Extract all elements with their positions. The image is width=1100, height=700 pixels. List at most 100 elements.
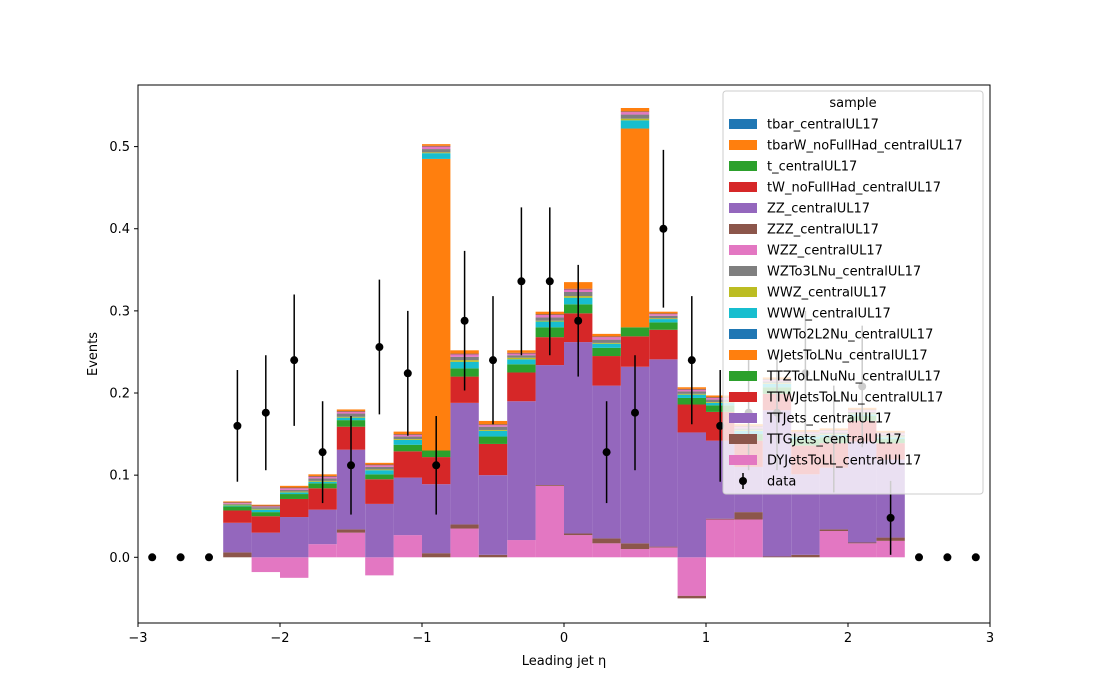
legend-box — [722, 90, 984, 495]
bar-segment — [649, 314, 678, 316]
bar-segment — [677, 595, 706, 599]
bar-segment — [393, 477, 422, 536]
data-point — [545, 277, 554, 286]
bar-segment — [819, 531, 848, 558]
bar-segment — [649, 547, 678, 558]
bar-segment — [507, 355, 536, 358]
bar-segment — [393, 439, 422, 445]
bar-segment — [592, 339, 621, 343]
bar-segment — [535, 365, 564, 486]
bar-segment — [280, 491, 309, 493]
bar-segment — [336, 411, 366, 412]
legend-swatch — [729, 287, 757, 297]
bar-segment — [365, 464, 394, 466]
bar-segment — [478, 425, 508, 427]
y-axis-label: Events — [86, 332, 101, 376]
x-tick-label: 0 — [560, 631, 568, 646]
bar-segment — [592, 343, 621, 348]
legend-swatch — [729, 140, 757, 150]
bar-segment — [223, 552, 252, 558]
y-tick-label: 0.5 — [109, 140, 130, 155]
data-point — [631, 408, 639, 417]
bar-segment — [478, 424, 508, 426]
y-tick-label: 0.2 — [109, 387, 130, 402]
legend-entry: WWW_centralUL17 — [767, 307, 891, 322]
data-point — [347, 461, 355, 470]
legend-entry: WJetsToLNu_centralUL17 — [767, 349, 928, 364]
bar-segment — [620, 114, 650, 119]
bar-segment — [308, 509, 337, 545]
bar-segment — [592, 333, 621, 337]
x-axis-ticks: −3 −2 −1 0 1 2 3 — [128, 623, 994, 646]
bar-segment — [251, 504, 280, 506]
bar-segment — [649, 329, 678, 360]
legend-swatch — [729, 350, 757, 360]
legend-entry: WWTo2L2Nu_centralUL17 — [767, 328, 933, 343]
legend-swatch — [729, 455, 757, 465]
bar-segment — [280, 498, 309, 518]
bar-segment — [620, 107, 650, 112]
bar-segment — [336, 529, 366, 533]
bar-segment — [620, 111, 650, 113]
bar-segment — [535, 485, 564, 558]
bar-segment — [251, 557, 280, 573]
bar-segment — [422, 145, 451, 147]
bar-segment — [478, 436, 508, 444]
legend: sample tbar_centralUL17 tbarW_noFullHad_ce… — [722, 90, 984, 495]
y-tick-label: 0.0 — [109, 551, 130, 566]
bar-segment — [478, 429, 508, 431]
x-tick-label: −3 — [128, 631, 147, 646]
bar-segment — [223, 522, 252, 553]
bar-segment — [422, 153, 451, 159]
legend-swatch — [729, 434, 757, 444]
legend-entry: WZZ_centralUL17 — [767, 244, 883, 259]
bar-segment — [564, 535, 593, 558]
bar-segment — [393, 451, 422, 478]
bar-segment — [848, 543, 877, 558]
data-point — [716, 421, 725, 430]
bar-segment — [450, 528, 479, 558]
x-tick-label: −1 — [412, 631, 431, 646]
bar-segment — [365, 470, 394, 475]
bar-segment — [251, 516, 280, 533]
bar-segment — [649, 546, 678, 548]
bar-segment — [592, 356, 621, 386]
bar-segment — [592, 336, 621, 338]
legend-swatch — [729, 182, 757, 192]
bar-segment — [422, 158, 451, 451]
data-point — [915, 553, 923, 562]
bar-segment — [848, 542, 877, 544]
data-point — [148, 553, 157, 562]
bar-segment — [251, 506, 280, 508]
bar-segment — [393, 535, 422, 558]
legend-swatch — [729, 308, 757, 318]
data-point — [460, 316, 469, 325]
legend-entry: TTGJets_centralUL17 — [766, 433, 902, 448]
bar-segment — [251, 505, 280, 507]
bar-segment — [706, 519, 735, 558]
bar-segment — [762, 556, 792, 558]
legend-entry: tbarW_noFullHad_centralUL17 — [767, 139, 963, 154]
bar-segment — [308, 544, 337, 558]
bar-segment — [336, 409, 366, 412]
bar-segment — [223, 501, 252, 503]
bar-segment — [478, 475, 508, 555]
bar-segment — [819, 529, 848, 532]
legend-swatch-data — [739, 477, 747, 485]
bar-segment — [734, 519, 763, 558]
bar-segment — [677, 432, 706, 558]
bar-segment — [223, 505, 252, 507]
bar-segment — [592, 337, 621, 340]
data-point — [403, 369, 412, 378]
bar-segment — [478, 426, 508, 430]
bar-segment — [592, 538, 621, 544]
x-tick-label: −2 — [270, 631, 289, 646]
data-point — [517, 277, 526, 286]
data-point — [290, 356, 299, 365]
bar-segment — [280, 517, 309, 558]
bar-segment — [507, 401, 536, 541]
bar-segment — [791, 554, 820, 558]
bar-segment — [649, 315, 678, 319]
legend-entry: tW_noFullHad_centralUL17 — [767, 181, 941, 196]
data-point — [943, 553, 952, 562]
